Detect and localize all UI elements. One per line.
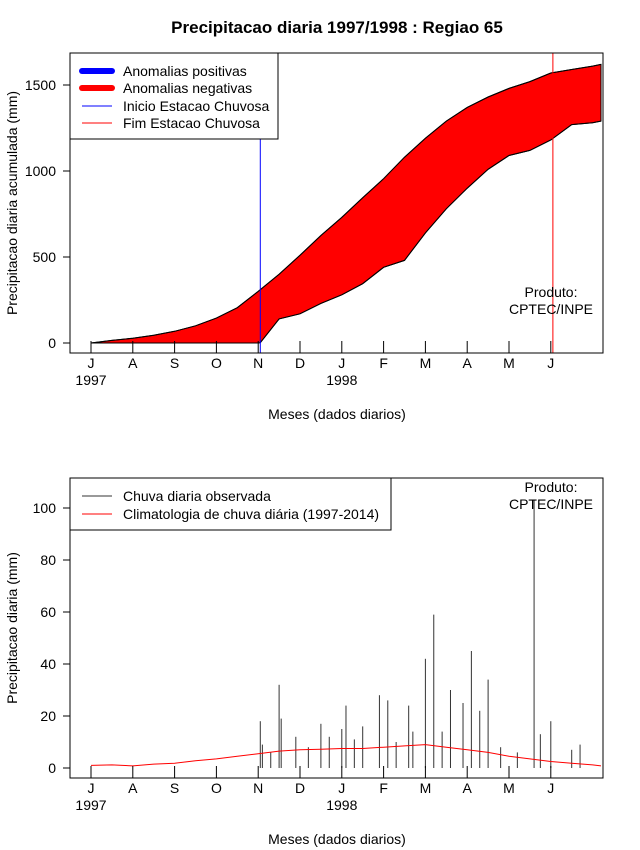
y-axis: 0 500 1000 1500: [25, 77, 71, 351]
y-tick-label: 500: [33, 249, 57, 265]
chart-title: Precipitacao diaria 1997/1998 : Regiao 6…: [171, 18, 503, 37]
x-tick-label: J: [338, 355, 345, 371]
legend-label: Inicio Estacao Chuvosa: [123, 98, 270, 114]
x-tick-label: N: [253, 355, 263, 371]
x-tick-label: S: [170, 780, 179, 796]
x-tick-label: A: [463, 355, 473, 371]
legend-box: [69, 52, 279, 140]
legend-entry-start: Inicio Estacao Chuvosa: [82, 98, 270, 114]
legend: Chuva diaria observada Climatologia de c…: [69, 477, 392, 531]
legend-label: Anomalias positivas: [123, 63, 247, 79]
x-axis-label: Meses (dados diarios): [268, 831, 406, 847]
climatology-daily-line: [90, 744, 602, 767]
legend-entry-climatology: Climatologia de chuva diária (1997-2014): [82, 506, 379, 522]
y-axis-label: Precipitacao diaria (mm): [4, 552, 20, 704]
legend: Anomalias positivas Anomalias negativas …: [69, 52, 279, 140]
legend-entry-end: Fim Estacao Chuvosa: [82, 115, 260, 131]
y-axis: 0 20 40 60 80 100: [33, 500, 71, 776]
climatology-cumulative-line: [90, 63, 602, 344]
x-tick-label: M: [420, 355, 432, 371]
x-tick-label: A: [128, 780, 138, 796]
y-tick-label: 1000: [25, 163, 56, 179]
anomaly-area: [90, 63, 602, 344]
legend-entry-positive: Anomalias positivas: [79, 63, 247, 79]
x-tick-label: F: [379, 355, 388, 371]
x-tick-label: J: [88, 355, 95, 371]
y-tick-label: 40: [40, 656, 56, 672]
annotation-line: Produto:: [525, 284, 578, 300]
x-tick-label: A: [128, 355, 138, 371]
observed-daily-rain: [259, 500, 581, 768]
x-tick-label: M: [503, 355, 515, 371]
legend-label: Climatologia de chuva diária (1997-2014): [123, 506, 379, 522]
x-tick-label: S: [170, 355, 179, 371]
y-tick-label: 80: [40, 552, 56, 568]
x-tick-label: J: [88, 780, 95, 796]
x-tick-label: J: [547, 780, 554, 796]
annotation-line: Produto:: [525, 479, 578, 495]
legend-label: Chuva diaria observada: [123, 488, 271, 504]
legend-label: Fim Estacao Chuvosa: [123, 115, 260, 131]
x-year-label: 1997: [75, 372, 106, 388]
annotation-line: CPTEC/INPE: [509, 496, 593, 512]
producer-annotation: Produto: CPTEC/INPE: [509, 284, 593, 317]
x-tick-label: M: [420, 780, 432, 796]
legend-entry-negative: Anomalias negativas: [79, 80, 252, 96]
x-tick-label: O: [211, 355, 222, 371]
x-tick-label: J: [338, 780, 345, 796]
x-tick-label: D: [295, 780, 305, 796]
x-year-label: 1997: [75, 797, 106, 813]
y-tick-label: 20: [40, 708, 56, 724]
legend-label: Anomalias negativas: [123, 80, 252, 96]
y-tick-label: 100: [33, 500, 57, 516]
x-axis-label: Meses (dados diarios): [268, 406, 406, 422]
producer-annotation: Produto: CPTEC/INPE: [509, 479, 593, 512]
y-tick-label: 1500: [25, 77, 56, 93]
x-tick-label: O: [211, 780, 222, 796]
annotation-line: CPTEC/INPE: [509, 301, 593, 317]
x-year-label: 1998: [326, 797, 357, 813]
x-year-label: 1998: [326, 372, 357, 388]
observed-cumulative-line: [91, 120, 602, 344]
x-tick-label: M: [503, 780, 515, 796]
x-tick-label: J: [547, 355, 554, 371]
y-axis-label: Precipitacao diaria acumulada (mm): [4, 91, 20, 315]
x-tick-label: A: [463, 780, 473, 796]
y-tick-label: 0: [48, 760, 56, 776]
x-tick-label: D: [295, 355, 305, 371]
legend-entry-observed: Chuva diaria observada: [82, 488, 271, 504]
y-tick-label: 60: [40, 604, 56, 620]
y-tick-label: 0: [48, 335, 56, 351]
x-tick-label: N: [253, 780, 263, 796]
x-tick-label: F: [379, 780, 388, 796]
legend-box: [69, 477, 392, 531]
